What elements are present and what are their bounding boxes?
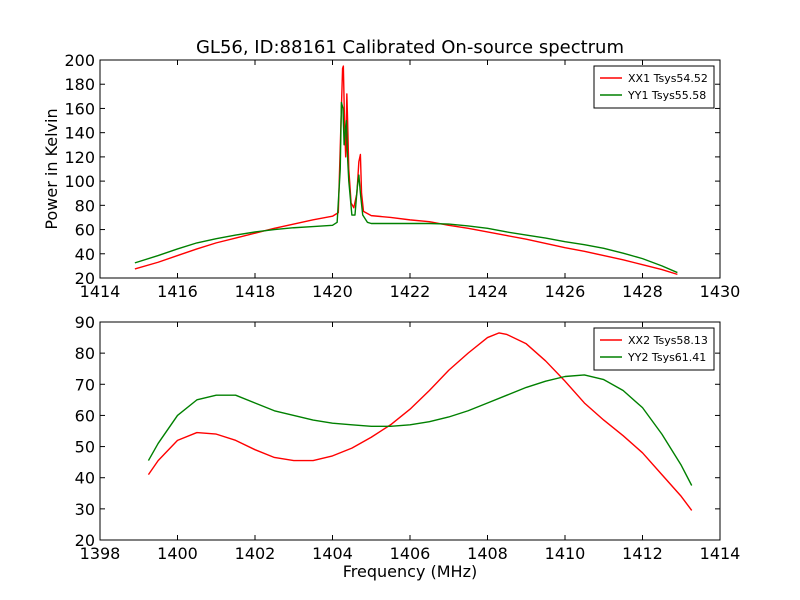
y-tick-label: 30 (75, 500, 95, 519)
legend-label-1: XX2 Tsys58.13 (628, 334, 708, 347)
x-tick-label: 1412 (622, 544, 663, 563)
y-tick-label: 200 (64, 51, 95, 70)
x-tick-label: 1400 (157, 544, 198, 563)
bottom-spectrum-panel: 1398 1400 1402 1404 1406 1408 1410 1412 1414 20 30… (75, 313, 741, 581)
series-line-2 (134, 101, 678, 274)
x-tick-label: 1414 (80, 282, 121, 301)
x-tick-label: 1416 (157, 282, 198, 301)
legend-label-1: XX1 Tsys54.52 (628, 72, 708, 85)
y-tick-label: 50 (75, 438, 95, 457)
y-axis-label: Power in Kelvin (42, 108, 61, 229)
x-tick-label: 1420 (312, 282, 353, 301)
x-tick-label: 1410 (545, 544, 586, 563)
x-tick-label: 1428 (622, 282, 663, 301)
y-tick-label: 80 (75, 344, 95, 363)
y-tick-label: 70 (75, 375, 95, 394)
y-tick-label: 180 (64, 75, 95, 94)
top-spectrum-panel: 1414 1416 1418 1420 1422 1424 1426 1428 1430 20 40… (42, 37, 740, 301)
legend-label-2: YY2 Tsys61.41 (627, 351, 706, 364)
y-tick-label: 80 (75, 196, 95, 215)
x-tick-label: 1418 (235, 282, 276, 301)
y-tick-label: 140 (64, 124, 95, 143)
y-tick-label: 100 (64, 172, 95, 191)
x-tick-label: 1398 (80, 544, 121, 563)
y-tick-label: 20 (75, 269, 95, 288)
series-line-1 (147, 332, 693, 511)
legend: XX2 Tsys58.13 YY2 Tsys61.41 (593, 327, 715, 371)
legend-box (593, 65, 715, 109)
series-line-2 (147, 374, 693, 486)
x-axis-label: Frequency (MHz) (343, 562, 477, 581)
legend-box (593, 327, 715, 371)
legend: XX1 Tsys54.52 YY1 Tsys55.58 (593, 65, 715, 109)
series-line-1 (134, 65, 678, 276)
y-tick-label: 120 (64, 148, 95, 167)
y-tick-label: 40 (75, 469, 95, 488)
x-tick-label: 1408 (467, 544, 508, 563)
x-tick-label: 1406 (390, 544, 431, 563)
y-tick-label: 90 (75, 313, 95, 332)
x-tick-label: 1426 (545, 282, 586, 301)
y-tick-label: 40 (75, 245, 95, 264)
x-tick-label: 1430 (700, 282, 741, 301)
x-tick-label: 1424 (467, 282, 508, 301)
x-tick-label: 1402 (235, 544, 276, 563)
x-tick-label: 1422 (390, 282, 431, 301)
y-tick-label: 160 (64, 99, 95, 118)
x-tick-label: 1414 (700, 544, 741, 563)
x-tick-label: 1404 (312, 544, 353, 563)
chart-title: GL56, ID:88161 Calibrated On-source spec… (196, 37, 624, 58)
y-tick-label: 20 (75, 531, 95, 550)
y-tick-label: 60 (75, 221, 95, 240)
y-tick-label: 60 (75, 406, 95, 425)
legend-label-2: YY1 Tsys55.58 (627, 89, 706, 102)
